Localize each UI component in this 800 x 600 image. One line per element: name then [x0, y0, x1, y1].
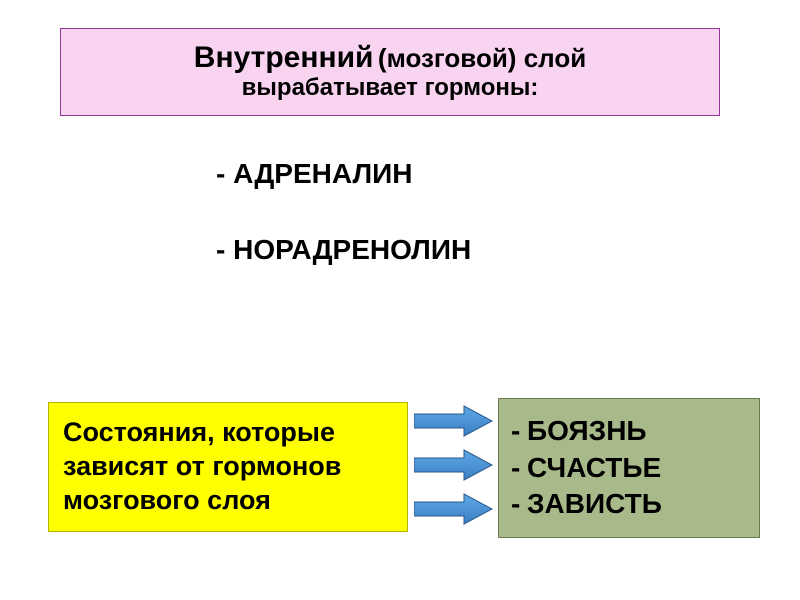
state-envy-label: ЗАВИСТЬ [527, 486, 662, 522]
states-source-box: Состояния, которые зависят от гормонов м… [48, 402, 408, 532]
hormone-noradrenaline: - НОРАДРЕНОЛИН [216, 234, 471, 266]
bullet-icon: - [511, 486, 527, 522]
bullet-icon: - [511, 450, 527, 486]
state-envy: - ЗАВИСТЬ [511, 486, 749, 522]
arrow-2 [414, 448, 494, 482]
header-subtitle: вырабатывает гормоны: [69, 74, 711, 103]
bullet-icon: - [511, 413, 527, 449]
header-title: Внутренний (мозговой) слой [69, 41, 711, 74]
arrow-3 [414, 492, 494, 526]
hormone-adrenaline: - АДРЕНАЛИН [216, 158, 412, 190]
states-source-text: Состояния, которые зависят от гормонов м… [63, 416, 393, 517]
header-box: Внутренний (мозговой) слой вырабатывает … [60, 28, 720, 116]
state-happiness-label: СЧАСТЬЕ [527, 450, 661, 486]
state-fear-label: БОЯЗНЬ [527, 413, 647, 449]
arrow-1 [414, 404, 494, 438]
header-title-paren: (мозговой) слой [378, 43, 586, 73]
states-list-box: - БОЯЗНЬ - СЧАСТЬЕ - ЗАВИСТЬ [498, 398, 760, 538]
slide: Внутренний (мозговой) слой вырабатывает … [0, 0, 800, 600]
header-title-main: Внутренний [194, 41, 374, 74]
state-happiness: - СЧАСТЬЕ [511, 450, 749, 486]
state-fear: - БОЯЗНЬ [511, 413, 749, 449]
